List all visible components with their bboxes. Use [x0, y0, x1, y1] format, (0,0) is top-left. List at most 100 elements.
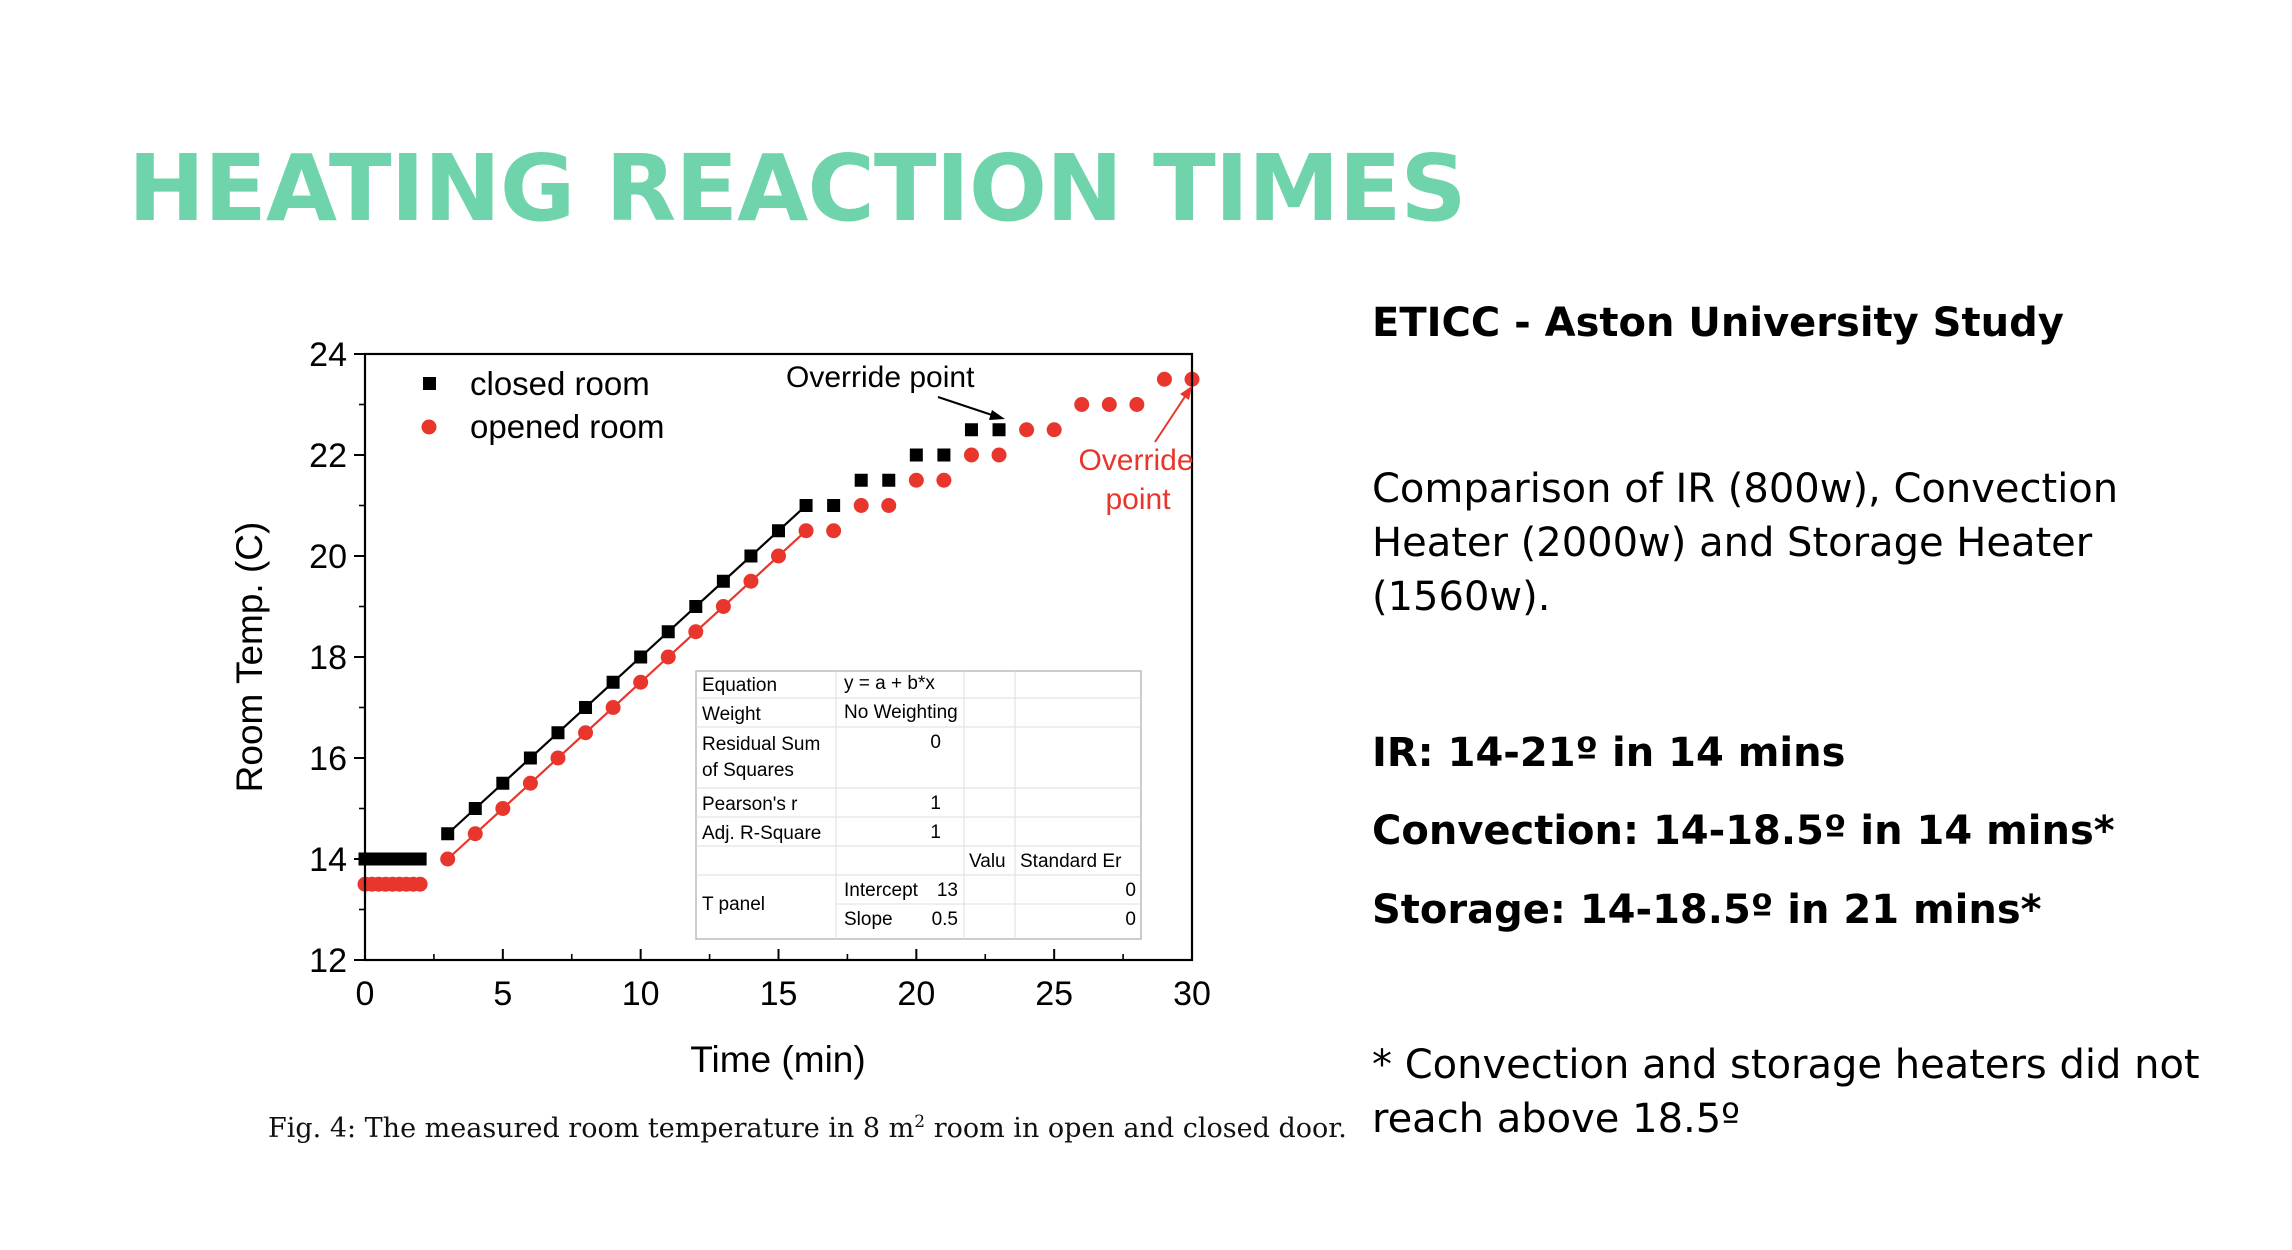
legend-marker-opened-room — [421, 419, 437, 435]
marker-closed-room — [772, 524, 785, 538]
y-axis-label: Room Temp. (C) — [229, 522, 270, 793]
marker-closed-room — [689, 600, 703, 613]
marker-opened-room — [550, 750, 566, 766]
marker-closed-room — [606, 675, 620, 689]
marker-opened-room — [495, 801, 511, 816]
convection-result: Convection: 14-18.5º in 14 mins* — [1372, 808, 2115, 854]
marker-closed-room — [579, 701, 593, 714]
fit-table-value-equation: y = a + b*x — [844, 673, 935, 694]
y-tick-label: 12 — [309, 942, 347, 980]
annotation-override-closed-arrowhead — [989, 410, 1005, 420]
fit-table-group-label: T panel — [702, 894, 765, 915]
fit-table-label-weight: Weight — [702, 704, 762, 725]
annotation-override-closed: Override point — [786, 361, 1005, 420]
marker-opened-room — [440, 851, 456, 867]
x-tick-label: 15 — [760, 975, 798, 1013]
fit-table-header-error: Standard Er — [1020, 851, 1122, 872]
fit-table-frame — [695, 670, 1142, 940]
marker-closed-room — [992, 423, 1006, 437]
ir-result: IR: 14-21º in 14 mins — [1372, 730, 1846, 776]
annotation-override-closed-text: Override point — [786, 361, 975, 394]
fit-table-label-pearson: Pearson's r — [702, 794, 798, 815]
fit-table-label-rss-line1: Residual Sum — [702, 734, 820, 755]
annotation-override-opened-text-line2: point — [1105, 483, 1171, 516]
marker-opened-room — [936, 472, 952, 488]
annotation-override-opened-arrow — [1154, 391, 1189, 443]
fit-table-param-intercept: Intercept — [844, 880, 919, 901]
fit-table-intercept-error: 0 — [1125, 880, 1136, 901]
marker-opened-room — [1156, 371, 1172, 387]
y-tick-label: 20 — [309, 538, 347, 576]
marker-opened-room — [467, 826, 483, 842]
caption-text-before: Fig. 4: The measured room temperature in… — [268, 1113, 915, 1144]
marker-opened-room — [853, 498, 869, 513]
marker-opened-room — [908, 472, 924, 488]
storage-result: Storage: 14-18.5º in 21 mins* — [1372, 887, 2042, 933]
marker-opened-room — [412, 876, 428, 892]
legend-label-closed-room: closed room — [470, 365, 650, 402]
marker-opened-room — [743, 573, 759, 589]
marker-closed-room — [716, 574, 730, 588]
y-tick-label: 18 — [309, 639, 347, 677]
marker-closed-room — [799, 499, 813, 512]
marker-opened-room — [798, 523, 814, 539]
fit-table-label-adj-r2: Adj. R-Square — [702, 823, 821, 844]
x-tick-label: 20 — [897, 975, 935, 1013]
marker-closed-room — [413, 852, 427, 866]
slide-title: HEATING REACTION TIMES — [128, 135, 1467, 242]
x-axis-label: Time (min) — [690, 1039, 865, 1080]
comparison-text: Comparison of IR (800w), Convection Heat… — [1372, 466, 2119, 620]
x-tick-label: 10 — [622, 975, 660, 1013]
marker-opened-room — [660, 649, 676, 665]
fit-table-param-slope: Slope — [844, 909, 893, 930]
annotation-override-opened-arrowhead — [1180, 386, 1192, 400]
fit-table-header-value: Valu — [969, 851, 1006, 872]
marker-opened-room — [1074, 397, 1090, 412]
marker-closed-room — [854, 473, 868, 487]
marker-opened-room — [991, 447, 1007, 463]
fit-results-table: Equation y = a + b*x Weight No Weighting… — [695, 670, 1142, 940]
x-tick-label: 30 — [1173, 975, 1211, 1013]
data-markers — [357, 371, 1200, 892]
x-tick-label: 5 — [493, 975, 512, 1013]
marker-closed-room — [744, 549, 758, 563]
marker-opened-room — [826, 523, 842, 539]
fit-table-label-rss-line2: of Squares — [702, 760, 794, 781]
marker-closed-room — [496, 776, 510, 790]
marker-closed-room — [551, 726, 565, 740]
fit-table-value-adj-r2: 1 — [930, 822, 941, 843]
marker-closed-room — [523, 751, 537, 765]
marker-opened-room — [1019, 422, 1035, 438]
marker-closed-room — [468, 802, 482, 815]
marker-opened-room — [522, 775, 538, 791]
marker-opened-room — [578, 725, 594, 741]
marker-opened-room — [963, 447, 979, 463]
fit-table-value-weight: No Weighting — [844, 702, 958, 723]
fit-table-slope-value: 0.5 — [932, 909, 958, 930]
marker-opened-room — [715, 599, 731, 614]
y-tick-label: 22 — [309, 437, 347, 475]
annotation-override-closed-arrow — [937, 396, 999, 418]
marker-closed-room — [937, 448, 951, 462]
marker-opened-room — [633, 674, 649, 690]
caption-text-after: room in open and closed door. — [925, 1113, 1347, 1144]
figure-caption: Fig. 4: The measured room temperature in… — [268, 1112, 1347, 1144]
annotation-override-opened-text-line1: Override — [1078, 444, 1193, 477]
caption-superscript: 2 — [914, 1112, 926, 1132]
marker-opened-room — [881, 498, 897, 513]
y-tick-label: 16 — [309, 740, 347, 778]
marker-opened-room — [771, 548, 786, 564]
marker-opened-room — [1129, 397, 1145, 412]
marker-opened-room — [1046, 422, 1062, 438]
y-tick-label: 14 — [309, 841, 347, 879]
marker-closed-room — [441, 827, 455, 841]
legend: closed room opened room — [421, 365, 664, 445]
fit-table-slope-error: 0 — [1125, 909, 1136, 930]
x-tick-label: 0 — [356, 975, 375, 1013]
marker-opened-room — [1101, 397, 1117, 412]
marker-closed-room — [882, 473, 896, 487]
fit-table-value-pearson: 1 — [930, 793, 941, 814]
marker-closed-room — [661, 625, 675, 639]
study-title: ETICC - Aston University Study — [1372, 300, 2064, 346]
